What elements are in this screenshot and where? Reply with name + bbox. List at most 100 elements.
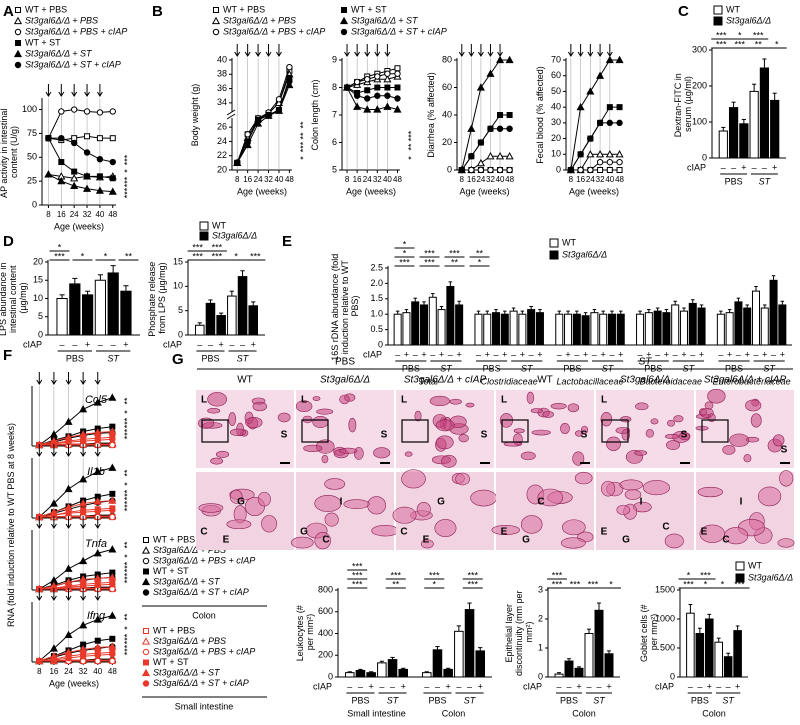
legend-label: St3gal6Δ/Δ + PBS + cIAP [25, 26, 127, 36]
ciap-sign: – [638, 349, 643, 359]
infection-arrow [80, 372, 87, 385]
marker [109, 158, 116, 166]
x-axis-label: Age (weeks) [346, 186, 396, 196]
group-label: PBS [351, 695, 369, 705]
x-tick-label: 48 [393, 175, 402, 184]
ciap-sign: – [494, 349, 499, 359]
bar [728, 107, 739, 159]
x-tick-label: 32 [486, 175, 495, 184]
inset-box [301, 419, 329, 443]
y-tick-label: 800 [318, 584, 333, 594]
bar [590, 312, 599, 346]
significance: * [721, 579, 725, 589]
marker [96, 135, 103, 142]
section-label: Enterobacteriaceae [713, 376, 791, 386]
ciap-sign: + [727, 349, 732, 359]
marker [96, 109, 104, 116]
tissue [312, 396, 321, 401]
y-tick-label: 50 [27, 152, 37, 162]
ciap-sign: – [511, 349, 516, 359]
marker [108, 545, 117, 553]
significance: * [122, 554, 132, 558]
marker [58, 134, 65, 142]
x-tick-label: 8 [235, 175, 240, 184]
marker [341, 7, 347, 13]
x-tick-label: 16 [49, 667, 58, 676]
tissue [303, 444, 323, 452]
significance: *** [352, 561, 363, 571]
tile-label: S [481, 430, 488, 441]
tissue [520, 515, 543, 534]
marker [506, 166, 513, 174]
marker [71, 168, 78, 175]
legend-label: WT [212, 220, 226, 230]
marker [79, 645, 88, 653]
bar [56, 298, 68, 336]
ciap-sign: + [369, 681, 374, 691]
bar [653, 310, 662, 346]
x-tick-label: 32 [83, 210, 92, 219]
column-header: St3gal6Δ/Δ [620, 375, 670, 386]
marker [616, 158, 623, 166]
tissue [373, 447, 391, 459]
x-tick-label: 8 [345, 175, 350, 184]
tissue [449, 398, 462, 405]
marker [615, 150, 624, 158]
marker [496, 125, 504, 132]
gene-title: Tnfa [85, 538, 107, 550]
bar [594, 609, 604, 678]
marker [506, 125, 513, 132]
marker [468, 166, 475, 174]
bar [437, 309, 446, 346]
tissue [429, 395, 450, 407]
significance: ** [122, 613, 132, 621]
significance: *** [449, 248, 460, 258]
ciap-sign: + [404, 349, 409, 359]
marker [476, 158, 485, 167]
x-tick-label: 8 [569, 175, 574, 184]
marker [364, 95, 371, 102]
tile-label: G [237, 497, 245, 508]
significance: * [687, 570, 691, 580]
ciap-sign: + [421, 349, 426, 359]
tissue [210, 457, 224, 465]
significance: ** [298, 121, 308, 129]
infection-arrow [65, 588, 72, 601]
y-axis-label: 16S rDNA abundance (fold induction relat… [330, 251, 360, 361]
tissue [441, 454, 457, 468]
x-tick-label: 8 [460, 175, 465, 184]
tissue [316, 408, 334, 415]
marker [615, 55, 624, 64]
bar [432, 649, 443, 678]
tissue [491, 524, 520, 535]
tissue [470, 489, 498, 507]
infection-arrow [94, 516, 101, 529]
ciap-sign: – [673, 349, 678, 359]
infection-arrow [65, 444, 72, 457]
column-header: St3gal6Δ/Δ [320, 375, 370, 386]
marker [141, 577, 151, 586]
bar [248, 305, 259, 336]
series-line [48, 137, 113, 163]
significance: *** [122, 561, 132, 572]
marker [265, 111, 272, 119]
tissue [245, 416, 263, 429]
significance: * [609, 579, 613, 589]
y-tick-label: 600 [318, 606, 333, 616]
infection-arrow [50, 372, 57, 385]
marker [495, 55, 505, 64]
significance: ** [392, 579, 400, 589]
marker [458, 166, 465, 174]
marker [606, 119, 614, 127]
marker [109, 490, 116, 497]
y-axis-label: Leukocytes (# per mm²) [295, 603, 315, 662]
bar [705, 618, 714, 678]
infection-arrow [597, 44, 604, 57]
y-axis-label: RNA (fold induction relative to WT PBS a… [6, 423, 16, 627]
ciap-sign: + [741, 162, 746, 172]
y-tick-label: 26 [217, 122, 227, 132]
panel-letter: E [282, 233, 292, 250]
marker [286, 63, 293, 71]
y-tick-label: 0 [328, 671, 333, 681]
tissue [550, 403, 567, 410]
